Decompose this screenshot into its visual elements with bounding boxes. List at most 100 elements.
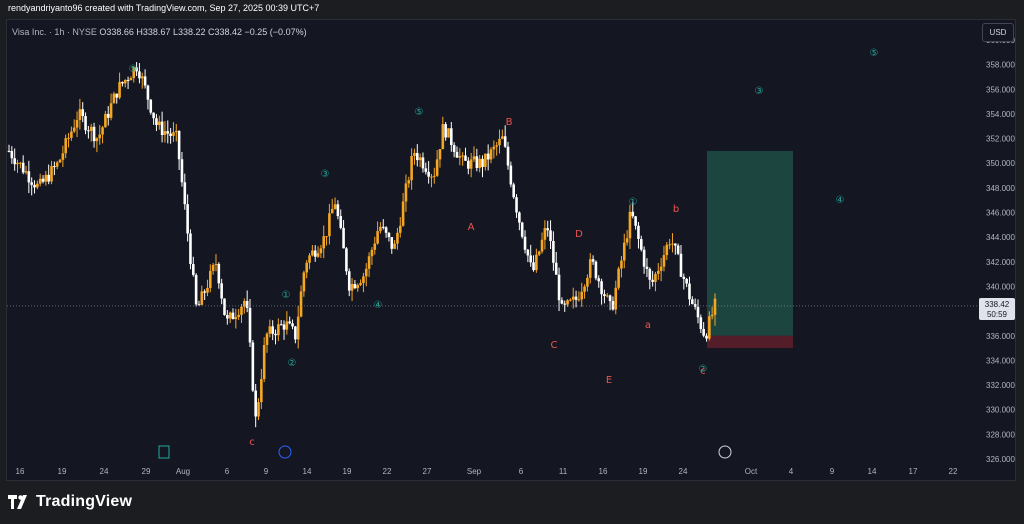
candle-body — [200, 291, 204, 305]
bar-countdown-label: 50:59 — [987, 310, 1008, 319]
candle-body — [438, 149, 442, 160]
y-tick-label: 340.000 — [986, 282, 1015, 291]
candle-body — [540, 239, 544, 252]
candle-body — [146, 85, 150, 100]
candle-body — [19, 162, 22, 164]
y-tick-label: 332.000 — [986, 381, 1015, 390]
candle-body — [180, 159, 184, 183]
candle-body — [191, 264, 195, 275]
wave-label: ④ — [836, 195, 845, 206]
candle-body — [645, 266, 649, 269]
candle-body — [415, 152, 419, 161]
chart-pane[interactable] — [6, 19, 1016, 481]
candle-body — [260, 379, 263, 403]
y-tick-label: 358.000 — [986, 61, 1015, 70]
candle-body — [58, 159, 62, 163]
candle-body — [430, 176, 433, 178]
candle-body — [61, 153, 65, 160]
y-tick-label: 328.000 — [986, 430, 1015, 439]
candle-body — [481, 158, 484, 167]
candle-body — [30, 182, 33, 185]
candle-body — [611, 301, 615, 310]
y-tick-label: 346.000 — [986, 209, 1015, 218]
candle-body — [33, 184, 36, 188]
candle-body — [676, 245, 680, 254]
candle-body — [67, 137, 70, 139]
candle-body — [603, 294, 606, 297]
brand-name: TradingView — [36, 493, 133, 510]
candle-body — [16, 162, 19, 165]
candle-body — [362, 276, 365, 284]
candle-body — [44, 174, 48, 182]
candle-body — [600, 281, 603, 295]
wave-label: ④ — [374, 300, 383, 311]
wave-label: D — [575, 229, 583, 240]
candle-body — [129, 78, 133, 81]
candle-body — [157, 121, 161, 126]
candle-body — [563, 303, 567, 305]
candle-body — [237, 314, 240, 317]
candle-body — [271, 326, 274, 334]
candle-body — [543, 228, 547, 240]
x-tick-label: 19 — [58, 467, 67, 476]
candle-body — [671, 243, 674, 245]
x-tick-label: 22 — [383, 467, 392, 476]
candle-body — [160, 121, 164, 135]
candle-body — [118, 81, 121, 98]
x-tick-label: 4 — [789, 467, 794, 476]
candle-body — [656, 270, 660, 274]
candle-body — [552, 240, 555, 263]
candle-body — [265, 333, 269, 345]
symbol-name: Visa Inc. · 1h · NYSE — [12, 27, 97, 37]
candle-body — [13, 158, 16, 165]
candle-body — [713, 298, 717, 315]
candle-body — [92, 126, 96, 142]
candle-body — [622, 242, 626, 261]
candle-body — [163, 131, 167, 135]
stop-zone — [707, 335, 793, 349]
candle-body — [152, 112, 155, 119]
x-tick-label: Sep — [467, 467, 482, 476]
candle-body — [101, 127, 104, 135]
candle-body — [245, 300, 249, 308]
x-tick-label: 29 — [142, 467, 151, 476]
candle-body — [435, 159, 439, 176]
candle-body — [10, 151, 14, 159]
candle-body — [75, 120, 79, 128]
candle-body — [387, 232, 391, 238]
candle-body — [532, 262, 535, 271]
candle-body — [537, 251, 541, 255]
candle-body — [308, 255, 311, 263]
y-tick-label: 350.000 — [986, 159, 1015, 168]
candle-body — [84, 116, 87, 131]
candle-body — [639, 238, 643, 250]
candle-body — [345, 248, 348, 272]
dividend-marker-icon — [278, 445, 292, 459]
x-tick-label: 24 — [100, 467, 109, 476]
candle-body — [447, 128, 450, 138]
candle-body — [47, 174, 50, 182]
earnings-marker-icon — [158, 445, 170, 459]
wave-label: ② — [288, 358, 297, 369]
candle-body — [174, 130, 178, 133]
candle-body — [705, 335, 708, 339]
candle-body — [325, 236, 328, 238]
candle-body — [268, 326, 272, 334]
candle-body — [577, 299, 581, 301]
candle-body — [70, 131, 73, 138]
candle-body — [691, 299, 694, 304]
y-tick-label: 344.000 — [986, 233, 1015, 242]
x-tick-label: 16 — [599, 467, 608, 476]
currency-selector[interactable]: USD — [982, 23, 1014, 42]
candle-body — [50, 166, 53, 182]
candle-body — [285, 321, 289, 330]
candle-body — [109, 103, 113, 118]
candle-body — [305, 262, 309, 273]
candle-body — [472, 156, 476, 160]
candle-body — [359, 283, 362, 286]
wave-label: ③ — [321, 169, 330, 180]
candle-body — [634, 216, 637, 226]
x-tick-label: 16 — [16, 467, 25, 476]
x-tick-label: 9 — [264, 467, 269, 476]
